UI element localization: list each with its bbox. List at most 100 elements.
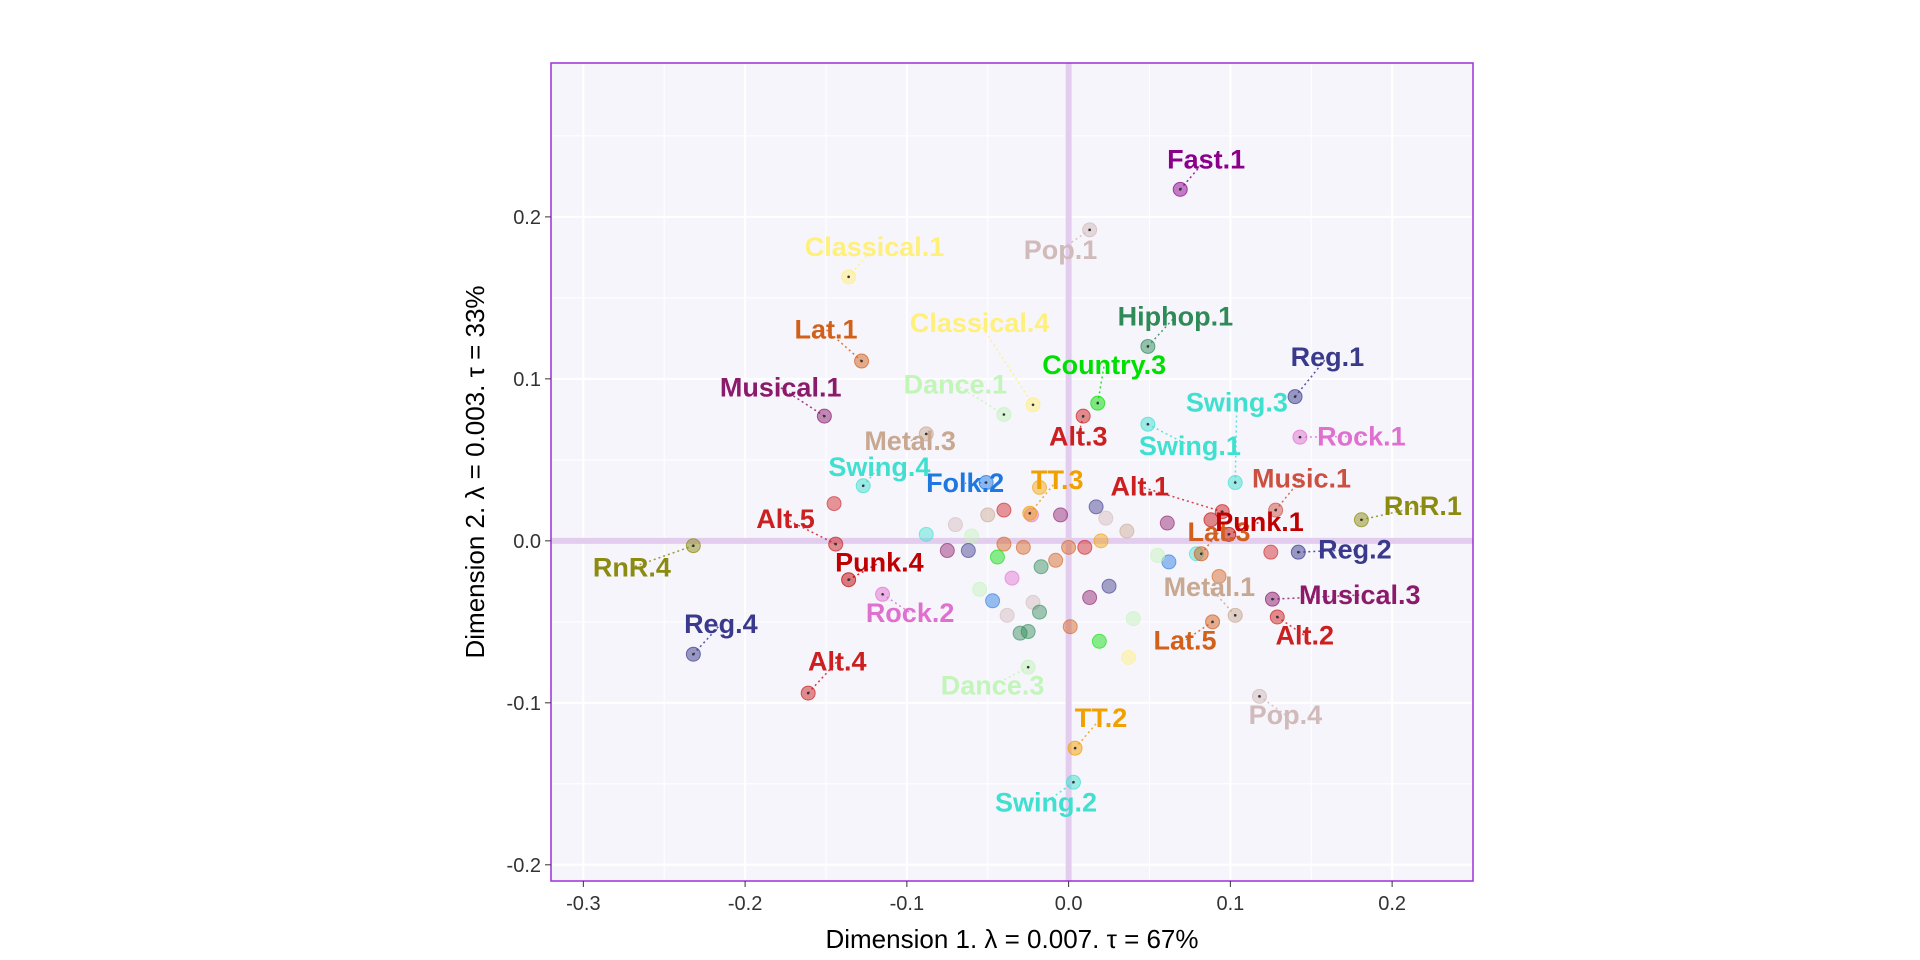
point-label: Pop.4 (1249, 700, 1323, 730)
data-point-center (1258, 695, 1261, 698)
data-point-center (860, 359, 863, 363)
point-label: Musical.1 (720, 373, 842, 403)
point-labels: Fast.1 Pop.1 Classical.1 Lat.1 Classical.4 Hi… (593, 144, 1462, 817)
point-label: Alt.5 (756, 504, 815, 534)
data-point-center (1146, 422, 1150, 426)
y-tick-label: 0.0 (513, 531, 541, 553)
point-label: Punk.1 (1215, 507, 1304, 537)
point-label: Pop.1 (1024, 235, 1098, 265)
data-point (1015, 539, 1031, 555)
label-connector (1077, 415, 1084, 437)
point-label: Fast.1 (1167, 144, 1245, 174)
label-connector (1299, 435, 1362, 438)
data-point-center (1081, 414, 1085, 418)
x-tick-label: -0.1 (890, 893, 924, 915)
data-point (980, 507, 996, 523)
point-label: Alt.4 (808, 646, 867, 676)
data-point (1048, 552, 1064, 568)
data-point-center (1360, 518, 1363, 522)
data-point-center (692, 544, 695, 548)
data-point-center (861, 484, 865, 488)
data-point (1091, 633, 1107, 649)
x-axis: -0.3 -0.2 -0.1 0.0 0.1 0.2 (566, 881, 1406, 915)
data-point (1053, 507, 1069, 523)
data-point-center (692, 652, 695, 656)
label-connector (1294, 356, 1329, 398)
data-point-center (1031, 403, 1035, 407)
data-point (1088, 499, 1104, 515)
data-point (1004, 570, 1020, 586)
data-point (1031, 604, 1047, 620)
point-label: Swing.3 (1186, 387, 1288, 417)
point-label: Classical.4 (910, 308, 1050, 338)
y-axis: -0.2 -0.1 0.0 0.1 0.2 (507, 207, 551, 877)
data-point (1211, 568, 1227, 584)
data-point-center (1088, 228, 1091, 232)
point-label: Alt.2 (1276, 621, 1335, 651)
label-connector (1029, 479, 1058, 514)
data-point (1031, 479, 1047, 495)
data-point (996, 502, 1012, 518)
data-point-center (1275, 615, 1279, 619)
data-point (989, 549, 1005, 565)
data-point-center (1227, 533, 1231, 536)
point-label: Classical.1 (805, 232, 945, 262)
point-label: Alt.3 (1049, 421, 1108, 451)
point-label: Lat.1 (794, 314, 857, 344)
data-point (939, 543, 955, 559)
point-label: Swing.4 (828, 452, 930, 482)
point-label: TT.2 (1075, 703, 1128, 733)
y-axis-title: Dimension 2. λ = 0.003. τ = 33% (460, 285, 490, 658)
point-label: Country.3 (1042, 350, 1166, 380)
y-tick-label: -0.2 (507, 855, 541, 877)
point-label: Metal.1 (1164, 572, 1256, 602)
label-connector (780, 387, 825, 417)
data-point-center (1220, 510, 1224, 513)
data-point (1203, 512, 1219, 528)
data-point-center (847, 578, 850, 582)
data-point (1150, 547, 1166, 563)
data-point-center (1072, 780, 1075, 784)
label-connector (1361, 505, 1424, 521)
data-point-center (847, 275, 850, 279)
data-point (1093, 533, 1109, 549)
x-tick-label: 0.2 (1378, 893, 1406, 915)
data-point-center (881, 592, 884, 596)
point-label: Swing.2 (995, 787, 1097, 817)
point-label: RnR.1 (1384, 491, 1462, 521)
point-label: Music.1 (1252, 463, 1351, 493)
data-point-center (1233, 481, 1237, 484)
y-tick-label: 0.1 (513, 369, 541, 391)
point-label: Dance.3 (941, 671, 1045, 701)
data-point (1077, 539, 1093, 555)
data-point (1263, 544, 1279, 560)
x-tick-label: 0.0 (1055, 893, 1083, 915)
data-point (947, 517, 963, 533)
data-point-center (806, 691, 810, 695)
point-label: TT.3 (1031, 465, 1084, 495)
point-label: Swing.1 (1139, 431, 1241, 461)
label-connector (631, 544, 694, 569)
data-point-center (1178, 188, 1182, 191)
point-label: Metal.3 (864, 426, 956, 456)
label-connector (807, 660, 838, 694)
point-label: Rock.1 (1317, 421, 1406, 451)
data-point (1098, 510, 1114, 526)
data-point (996, 536, 1012, 552)
point-label: Dance.1 (904, 369, 1008, 399)
data-point (1120, 649, 1136, 665)
label-connector (785, 518, 837, 545)
data-point-center (924, 432, 928, 436)
data-point (1119, 523, 1135, 539)
plot-panel (551, 63, 1473, 881)
label-connector (1234, 402, 1238, 483)
data-point (999, 607, 1015, 623)
point-label: Folk.2 (926, 468, 1004, 498)
data-point (1012, 625, 1028, 641)
x-tick-label: -0.2 (728, 893, 762, 915)
point-label: Alt.1 (1111, 471, 1170, 501)
data-point (826, 496, 842, 512)
plot-border (550, 62, 1474, 882)
